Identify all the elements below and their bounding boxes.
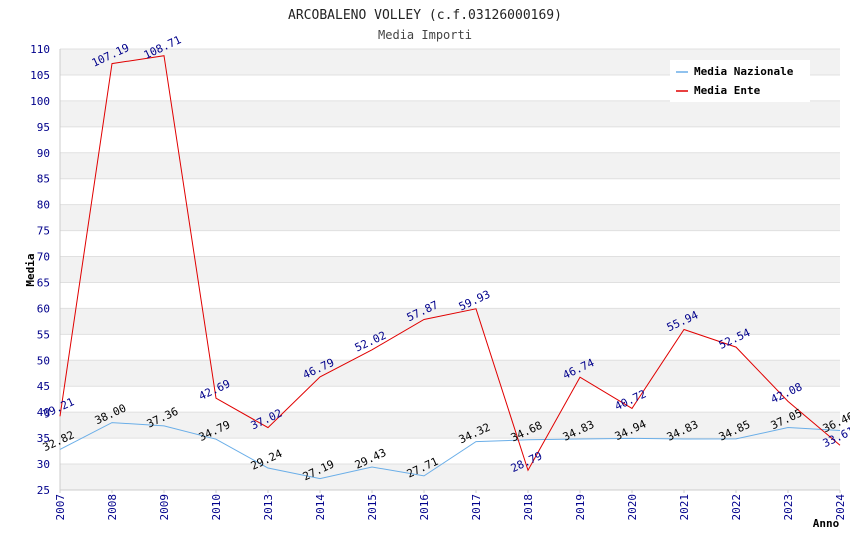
legend-label-nazionale: Media Nazionale <box>694 65 794 78</box>
y-tick-label: 30 <box>37 458 50 471</box>
y-tick-label: 75 <box>37 225 50 238</box>
grid-band <box>60 100 840 127</box>
series-lines <box>59 55 841 480</box>
y-axis-ticks: 25 30 35 40 45 50 55 60 65 70 75 80 85 90 95 100 105 110 <box>30 43 50 497</box>
x-tick-label: 2010 <box>210 494 223 521</box>
y-axis-label: Media <box>24 253 37 286</box>
x-tick-label: 2016 <box>418 494 431 521</box>
grid-band <box>60 360 840 387</box>
y-tick-label: 85 <box>37 173 50 186</box>
grid-band <box>60 204 840 231</box>
x-tick-label: 2024 <box>834 494 847 521</box>
x-tick-label: 2008 <box>106 494 119 521</box>
data-label-ente: 40.72 <box>613 387 649 413</box>
x-axis-ticks: 2007 2008 2009 2010 2013 2014 2015 2016 2017 2018… <box>54 490 847 521</box>
y-tick-label: 90 <box>37 147 50 160</box>
legend: Media Nazionale Media Ente <box>670 60 810 102</box>
x-tick-label: 2017 <box>470 494 483 521</box>
chart-title: ARCOBALENO VOLLEY (c.f.03126000169) <box>288 8 562 23</box>
x-axis-label: Anno <box>813 517 840 530</box>
grid-band <box>60 464 840 490</box>
legend-box <box>670 60 810 102</box>
grid-band <box>60 256 840 283</box>
y-tick-label: 65 <box>37 276 50 289</box>
y-tick-label: 95 <box>37 121 50 134</box>
grid-band <box>60 412 840 439</box>
axes <box>59 49 840 491</box>
x-tick-label: 2007 <box>54 494 67 521</box>
legend-label-ente: Media Ente <box>694 84 761 97</box>
y-tick-label: 100 <box>30 95 50 108</box>
y-tick-label: 25 <box>37 484 50 497</box>
y-tick-label: 55 <box>37 328 50 341</box>
x-tick-label: 2013 <box>262 494 275 521</box>
x-tick-label: 2020 <box>626 494 639 521</box>
y-tick-label: 45 <box>37 380 50 393</box>
x-tick-label: 2009 <box>158 494 171 521</box>
grid-band <box>60 308 840 335</box>
x-tick-label: 2023 <box>782 494 795 521</box>
x-tick-label: 2019 <box>574 494 587 521</box>
y-tick-label: 50 <box>37 354 50 367</box>
y-tick-label: 80 <box>37 199 50 212</box>
y-tick-label: 110 <box>30 43 50 56</box>
y-tick-label: 35 <box>37 432 50 445</box>
chart-subtitle: Media Importi <box>378 28 472 42</box>
grid-band <box>60 152 840 179</box>
series-line-nazionale <box>59 422 841 480</box>
series-line-ente <box>59 55 841 472</box>
x-tick-label: 2018 <box>522 494 535 521</box>
x-tick-label: 2021 <box>678 494 691 521</box>
y-tick-label: 70 <box>37 251 50 264</box>
x-tick-label: 2022 <box>730 494 743 521</box>
y-tick-label: 40 <box>37 406 50 419</box>
y-tick-label: 60 <box>37 302 50 315</box>
y-tick-label: 105 <box>30 69 50 82</box>
x-tick-label: 2015 <box>366 494 379 521</box>
x-tick-label: 2014 <box>314 494 327 521</box>
grid-bands <box>60 49 840 490</box>
